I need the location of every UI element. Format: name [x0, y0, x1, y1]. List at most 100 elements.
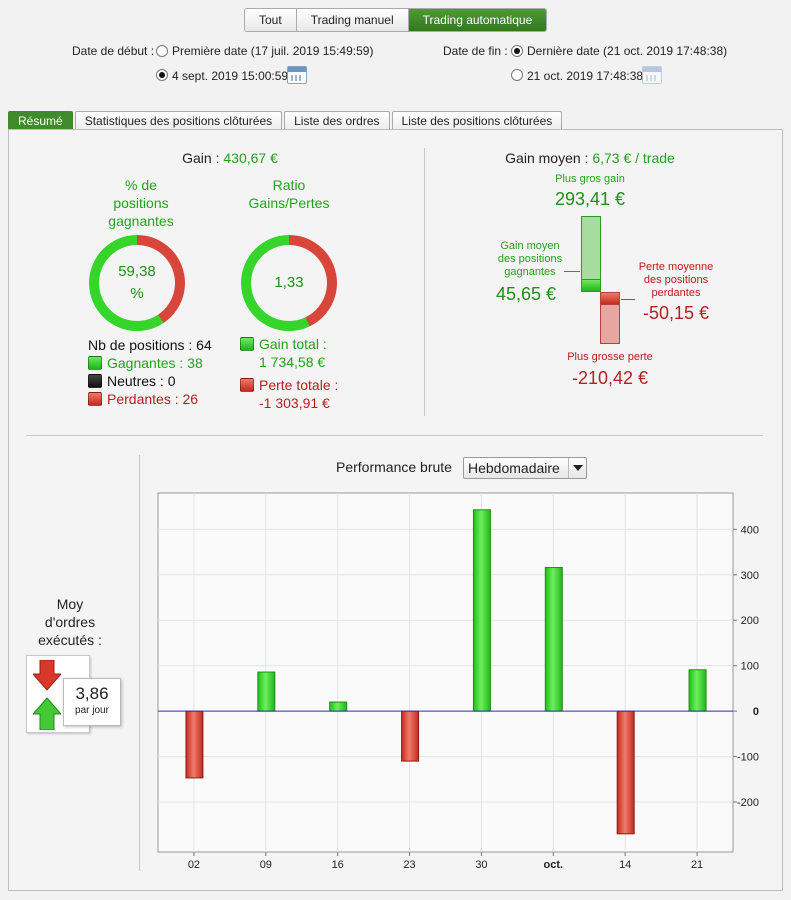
- chart-x-tick-label: 14: [619, 859, 631, 871]
- gain-total-swatch: [240, 337, 254, 351]
- start-first-date-radio[interactable]: [156, 45, 168, 57]
- end-last-date-label: Dernière date (21 oct. 2019 17:48:38): [527, 44, 728, 58]
- buy-sell-arrows-icon: [33, 660, 61, 730]
- orders-per-day-card: 3,86 par jour: [63, 678, 121, 726]
- positions-total: Nb de positions : 64: [88, 337, 212, 353]
- avg-loss-label: Perte moyenne des positions perdantes: [638, 261, 714, 299]
- end-custom-date-value: 21 oct. 2019 17:48:38: [527, 69, 644, 83]
- winrate-title-line1: % de: [125, 177, 157, 193]
- gain-total-label: Gain total :: [259, 336, 327, 352]
- best-gain-label: Plus gros gain: [555, 173, 625, 185]
- tab-bar: Résumé Statistiques des positions clôtur…: [8, 111, 563, 130]
- orders-per-day-unit: par jour: [75, 705, 109, 716]
- avg-win-pointer: [564, 271, 580, 272]
- avg-loss-bar: [600, 292, 620, 305]
- winrate-title: % de positions gagnantes: [76, 176, 206, 230]
- neutral-swatch: [88, 374, 102, 388]
- ratio-title-line1: Ratio: [272, 177, 306, 193]
- worst-loss-value: -210,42 €: [571, 368, 649, 388]
- orders-title: Moy d'ordres exécutés :: [38, 596, 102, 648]
- ratio-title-line2: Gains/Pertes: [248, 195, 330, 211]
- end-last-date-radio[interactable]: [511, 45, 523, 57]
- loss-total-label: Perte totale :: [259, 377, 339, 393]
- start-custom-date-radio[interactable]: [156, 69, 168, 81]
- best-gain-value: 293,41 €: [554, 189, 626, 209]
- tab-closed-stats[interactable]: Statistiques des positions clôturées: [74, 111, 283, 130]
- chart-bar: [472, 509, 491, 712]
- end-calendar-icon[interactable]: [642, 66, 662, 84]
- chart-bar: [616, 710, 635, 835]
- loss-total-value: -1 303,91 €: [259, 395, 330, 411]
- chart-x-tick-label: 16: [332, 859, 344, 871]
- ratio-value: 1,33: [251, 245, 327, 321]
- gain-summary: Gain : 430,67 €: [182, 150, 278, 166]
- avg-win-label: Gain moyen des positions gagnantes: [497, 240, 563, 278]
- chart-bar: [688, 669, 707, 712]
- start-custom-date-value: 4 sept. 2019 15:00:59: [172, 69, 289, 83]
- neutral-count: Neutres : 0: [107, 373, 176, 389]
- chart-x-tick-label: 02: [188, 859, 200, 871]
- mode-auto-button[interactable]: Trading automatique: [408, 9, 547, 31]
- losers-swatch: [88, 392, 102, 406]
- tab-orders[interactable]: Liste des ordres: [284, 111, 390, 130]
- chart-bar: [544, 567, 563, 712]
- orders-divider: [139, 455, 140, 871]
- end-date-label: Date de fin :: [443, 44, 508, 58]
- chart-bar: [329, 701, 348, 712]
- chart-y-tick-label: 400: [741, 524, 759, 536]
- avg-gain-value: 6,73 € / trade: [592, 150, 675, 166]
- winners-swatch: [88, 356, 102, 370]
- ratio-title: Ratio Gains/Pertes: [224, 176, 354, 212]
- chart-x-tick-label: 21: [691, 859, 703, 871]
- chart-bar: [185, 710, 204, 779]
- chevron-down-icon: [568, 458, 586, 478]
- ratio-donut: 1,33: [241, 235, 337, 331]
- winrate-title-line2: positions: [113, 195, 169, 211]
- mode-manual-button[interactable]: Trading manuel: [296, 9, 409, 31]
- period-select[interactable]: Hebdomadaire: [463, 457, 587, 479]
- avg-win-value: 45,65 €: [495, 284, 557, 304]
- chart-y-tick-label: 100: [741, 661, 759, 673]
- chart-x-tick-label: 09: [260, 859, 272, 871]
- tab-closed-positions[interactable]: Liste des positions clôturées: [391, 111, 563, 130]
- gain-label: Gain: [182, 150, 212, 166]
- period-select-value: Hebdomadaire: [468, 460, 560, 476]
- mode-selector: Tout Trading manuel Trading automatique: [244, 8, 548, 32]
- avg-loss-pointer: [621, 299, 635, 300]
- start-calendar-icon[interactable]: [287, 66, 307, 84]
- chart-y-tick-label: 0: [753, 706, 759, 718]
- avg-gain-label: Gain moyen: [505, 150, 581, 166]
- chart-y-tick-label: -100: [737, 752, 759, 764]
- start-date-label: Date de début :: [72, 44, 155, 58]
- winrate-value: 59,38%: [99, 245, 175, 321]
- gain-value: 430,67 €: [223, 150, 278, 166]
- chart-bar: [401, 710, 420, 762]
- chart-y-tick-label: 200: [741, 615, 759, 627]
- loss-total-swatch: [240, 378, 254, 392]
- chart-x-tick-label: 30: [475, 859, 487, 871]
- section-divider-horizontal: [26, 435, 763, 436]
- chart-x-tick-label: oct.: [544, 859, 564, 871]
- tab-resume[interactable]: Résumé: [8, 111, 73, 130]
- avg-loss-value: -50,15 €: [642, 303, 710, 323]
- chart-y-tick-label: 300: [741, 570, 759, 582]
- losers-count: Perdantes : 26: [107, 391, 199, 407]
- orders-per-day-value: 3,86: [75, 684, 109, 703]
- mode-all-button[interactable]: Tout: [245, 9, 297, 31]
- winrate-donut: 59,38%: [89, 235, 185, 331]
- chart-y-tick-label: -200: [737, 797, 759, 809]
- worst-loss-label: Plus grosse perte: [567, 351, 653, 363]
- chart-x-tick-label: 23: [403, 859, 415, 871]
- section-divider-vertical: [424, 148, 425, 416]
- chart-bar: [257, 671, 276, 712]
- gain-total-value: 1 734,58 €: [259, 354, 326, 370]
- winrate-title-line3: gagnantes: [108, 213, 174, 229]
- avg-gain-bar: [581, 279, 601, 292]
- avg-gain-summary: Gain moyen : 6,73 € / trade: [505, 150, 675, 166]
- start-first-date-label: Première date (17 juil. 2019 15:49:59): [172, 44, 374, 58]
- end-custom-date-radio[interactable]: [511, 69, 523, 81]
- chart-plot-area: [157, 492, 734, 853]
- performance-label: Performance brute: [336, 459, 452, 475]
- winners-count: Gagnantes : 38: [107, 355, 203, 371]
